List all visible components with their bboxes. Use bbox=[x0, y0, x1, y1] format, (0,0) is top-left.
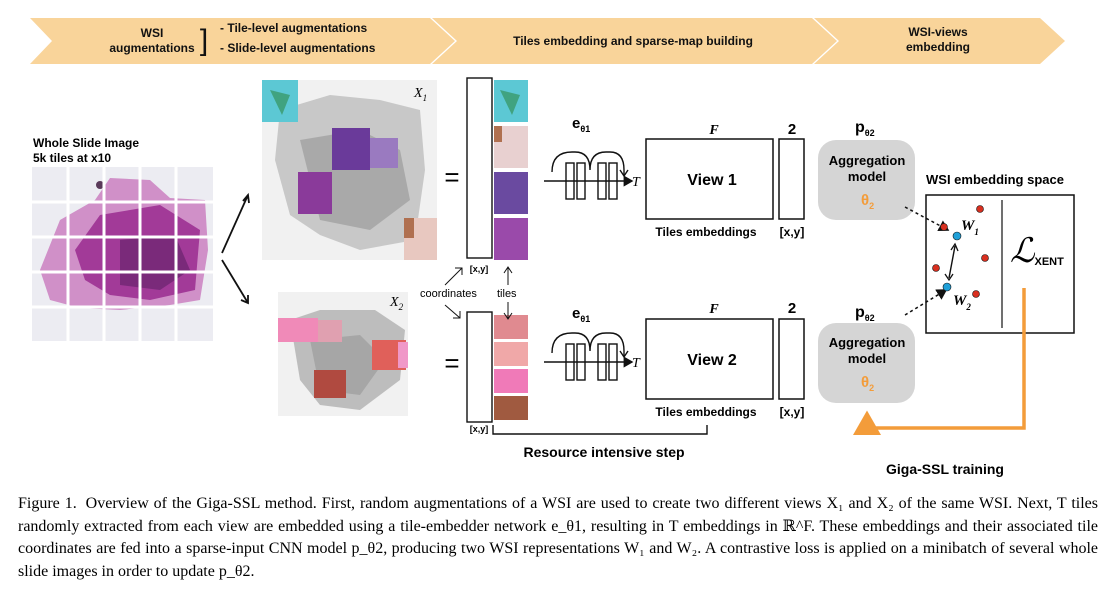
agg-1-line2: model bbox=[848, 169, 886, 184]
space-title: WSI embedding space bbox=[926, 172, 1064, 187]
coords-label-1: [x,y] bbox=[780, 225, 805, 239]
p-label-2: pθ2 bbox=[855, 304, 875, 323]
encoder-1: eθ1 T bbox=[544, 115, 641, 200]
encoder-2: eθ1 T bbox=[544, 305, 641, 381]
whole-slide-image: Whole Slide Image 5k tiles at x10 bbox=[32, 136, 213, 341]
two-label-1: 2 bbox=[788, 121, 796, 138]
view1-label: View 1 bbox=[687, 172, 737, 189]
wsi-tile-grid bbox=[32, 167, 213, 341]
view2-embeddings: F 2 View 2 Tiles embeddings [x,y] bbox=[645, 300, 805, 419]
coords-tiles-arrows bbox=[444, 266, 513, 320]
banner-augment-title-1: WSI bbox=[141, 26, 164, 40]
aggregation-model-2: pθ2 Aggregation model θ2 bbox=[818, 304, 915, 403]
agg-2-line1: Aggregation bbox=[829, 335, 906, 350]
tiles-label: tiles bbox=[497, 288, 517, 300]
banner-augment-bracket: ] bbox=[200, 24, 208, 57]
resource-bracket bbox=[492, 425, 708, 435]
w2-point bbox=[942, 282, 952, 292]
view1-coords bbox=[778, 138, 805, 220]
view-x1: X1 bbox=[262, 80, 437, 260]
w1-label: W1 bbox=[961, 218, 979, 237]
x2-label: X2 bbox=[389, 295, 404, 312]
t-label-1: T bbox=[632, 175, 641, 190]
f-label-1: F bbox=[708, 123, 719, 138]
banner-stage-embedding bbox=[432, 18, 837, 64]
t-label-2: T bbox=[632, 356, 641, 371]
view2-matrix bbox=[645, 318, 774, 400]
training-label: Giga-SSL training bbox=[886, 461, 1004, 477]
aggregation-model-1: pθ2 Aggregation model θ2 bbox=[818, 119, 915, 220]
pipeline-banner: WSI augmentations ] - Tile-level augment… bbox=[30, 18, 1065, 64]
banner-embedding-title: Tiles embedding and sparse-map building bbox=[513, 34, 753, 48]
banner-augment-item-1: - Tile-level augmentations bbox=[220, 21, 367, 35]
wsi-title-1: Whole Slide Image bbox=[33, 136, 139, 150]
sparse-map-1: [x,y] bbox=[466, 77, 528, 274]
tiles-embeddings-label-2: Tiles embeddings bbox=[655, 405, 756, 419]
agg-1-theta: θ2 bbox=[861, 192, 874, 211]
caption-text: Overview of the Giga-SSL method. First, … bbox=[18, 495, 1099, 580]
embedding-space: WSI embedding space W1 W2 ℒXENT bbox=[904, 172, 1075, 334]
x1-label: X1 bbox=[413, 86, 427, 103]
w1-point bbox=[952, 231, 962, 241]
banner-stage-wsi-views bbox=[814, 18, 1065, 64]
f-label-2: F bbox=[708, 302, 719, 317]
banner-views-title-1: WSI-views bbox=[908, 25, 968, 39]
banner-augment-title-2: augmentations bbox=[109, 41, 195, 55]
banner-augment-item-2: - Slide-level augmentations bbox=[220, 41, 376, 55]
coords-column-1 bbox=[466, 77, 493, 259]
agg-2-line2: model bbox=[848, 351, 886, 366]
figure-caption: Figure 1. Overview of the Giga-SSL metho… bbox=[18, 493, 1098, 583]
equals-x1: = bbox=[444, 162, 459, 192]
view2-coords bbox=[778, 318, 805, 400]
w2-label: W2 bbox=[953, 293, 971, 312]
resource-label: Resource intensive step bbox=[523, 444, 684, 460]
encoder-1-label: eθ1 bbox=[572, 115, 590, 134]
view1-embeddings: F 2 View 1 Tiles embeddings [x,y] bbox=[645, 121, 805, 239]
coords-tag-1: [x,y] bbox=[470, 264, 489, 274]
coords-column-2 bbox=[466, 311, 493, 423]
augmentation-arrows bbox=[221, 192, 250, 305]
training-loop-arrow bbox=[853, 288, 1026, 435]
view1-matrix bbox=[645, 138, 774, 220]
view2-label: View 2 bbox=[687, 352, 737, 369]
banner-views-title-2: embedding bbox=[906, 40, 970, 54]
sparse-map-2: [x,y] bbox=[466, 311, 528, 434]
banner-stage-augmentations bbox=[30, 18, 455, 64]
coords-tag-2: [x,y] bbox=[470, 424, 489, 434]
wsi-title-2: 5k tiles at x10 bbox=[33, 151, 111, 165]
loss-symbol: ℒXENT bbox=[1010, 231, 1064, 271]
coordinates-label: coordinates bbox=[420, 288, 477, 300]
agg-1-line1: Aggregation bbox=[829, 153, 906, 168]
p-label-1: pθ2 bbox=[855, 119, 875, 138]
giga-ssl-diagram: WSI augmentations ] - Tile-level augment… bbox=[30, 18, 1075, 477]
coords-label-2: [x,y] bbox=[780, 405, 805, 419]
caption-label: Figure 1. bbox=[18, 495, 77, 512]
tiles-embeddings-label-1: Tiles embeddings bbox=[655, 225, 756, 239]
two-label-2: 2 bbox=[788, 300, 796, 317]
equals-x2: = bbox=[444, 348, 459, 378]
view-x2: X2 bbox=[278, 292, 408, 416]
agg-2-theta: θ2 bbox=[861, 374, 874, 393]
encoder-2-label: eθ1 bbox=[572, 305, 590, 324]
